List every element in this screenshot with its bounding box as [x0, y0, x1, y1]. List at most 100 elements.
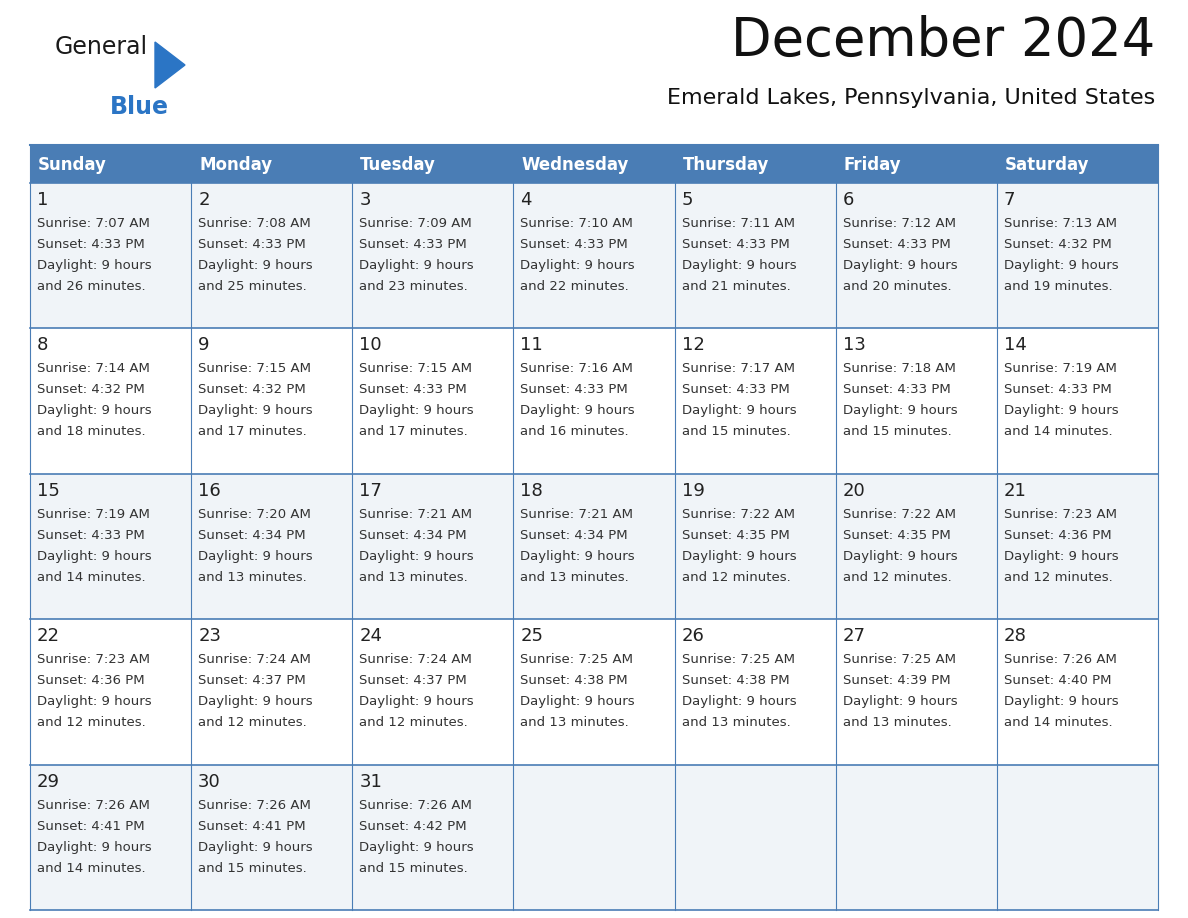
Text: and 16 minutes.: and 16 minutes. — [520, 425, 630, 439]
Text: 13: 13 — [842, 336, 866, 354]
Text: Sunset: 4:32 PM: Sunset: 4:32 PM — [37, 384, 145, 397]
Text: Sunset: 4:36 PM: Sunset: 4:36 PM — [1004, 529, 1112, 542]
Text: Daylight: 9 hours: Daylight: 9 hours — [198, 550, 312, 563]
Text: Sunday: Sunday — [38, 156, 107, 174]
Text: Daylight: 9 hours: Daylight: 9 hours — [842, 405, 958, 418]
Text: Sunrise: 7:10 AM: Sunrise: 7:10 AM — [520, 217, 633, 230]
Text: and 22 minutes.: and 22 minutes. — [520, 280, 630, 293]
Text: Daylight: 9 hours: Daylight: 9 hours — [37, 841, 152, 854]
Text: and 13 minutes.: and 13 minutes. — [520, 716, 630, 729]
Text: Sunrise: 7:25 AM: Sunrise: 7:25 AM — [682, 654, 795, 666]
Bar — [353, 329, 513, 474]
Text: Sunrise: 7:24 AM: Sunrise: 7:24 AM — [198, 654, 311, 666]
Text: 20: 20 — [842, 482, 866, 499]
Text: Daylight: 9 hours: Daylight: 9 hours — [842, 695, 958, 708]
Text: Sunrise: 7:07 AM: Sunrise: 7:07 AM — [37, 217, 150, 230]
Text: Sunset: 4:34 PM: Sunset: 4:34 PM — [520, 529, 628, 542]
Text: Monday: Monday — [200, 156, 272, 174]
Text: 15: 15 — [37, 482, 59, 499]
Text: Sunrise: 7:15 AM: Sunrise: 7:15 AM — [198, 363, 311, 375]
Text: Daylight: 9 hours: Daylight: 9 hours — [37, 259, 152, 272]
Text: Sunrise: 7:26 AM: Sunrise: 7:26 AM — [359, 799, 472, 812]
Text: 24: 24 — [359, 627, 383, 645]
Text: and 13 minutes.: and 13 minutes. — [520, 571, 630, 584]
Bar — [191, 474, 353, 620]
Bar — [191, 620, 353, 765]
Text: Sunrise: 7:18 AM: Sunrise: 7:18 AM — [842, 363, 955, 375]
Text: Sunrise: 7:13 AM: Sunrise: 7:13 AM — [1004, 217, 1117, 230]
Text: Sunrise: 7:20 AM: Sunrise: 7:20 AM — [198, 508, 311, 521]
Text: Daylight: 9 hours: Daylight: 9 hours — [359, 695, 474, 708]
Text: and 12 minutes.: and 12 minutes. — [37, 716, 146, 729]
Polygon shape — [154, 42, 185, 88]
Text: Daylight: 9 hours: Daylight: 9 hours — [682, 405, 796, 418]
Text: 11: 11 — [520, 336, 543, 354]
Text: and 18 minutes.: and 18 minutes. — [37, 425, 146, 439]
Text: December 2024: December 2024 — [731, 15, 1155, 67]
Text: and 12 minutes.: and 12 minutes. — [842, 571, 952, 584]
Text: 22: 22 — [37, 627, 61, 645]
Text: Sunrise: 7:23 AM: Sunrise: 7:23 AM — [37, 654, 150, 666]
Text: and 15 minutes.: and 15 minutes. — [842, 425, 952, 439]
Bar — [675, 620, 835, 765]
Bar — [353, 183, 513, 329]
Text: 23: 23 — [198, 627, 221, 645]
Text: Sunrise: 7:15 AM: Sunrise: 7:15 AM — [359, 363, 473, 375]
Bar — [675, 329, 835, 474]
Text: Daylight: 9 hours: Daylight: 9 hours — [198, 695, 312, 708]
Text: Daylight: 9 hours: Daylight: 9 hours — [37, 550, 152, 563]
Text: 17: 17 — [359, 482, 383, 499]
Text: Sunset: 4:41 PM: Sunset: 4:41 PM — [37, 820, 145, 833]
Text: Daylight: 9 hours: Daylight: 9 hours — [198, 405, 312, 418]
Bar — [353, 620, 513, 765]
Text: Daylight: 9 hours: Daylight: 9 hours — [842, 550, 958, 563]
Text: 29: 29 — [37, 773, 61, 790]
Bar — [30, 145, 191, 183]
Text: Sunset: 4:40 PM: Sunset: 4:40 PM — [1004, 674, 1111, 688]
Text: Sunset: 4:33 PM: Sunset: 4:33 PM — [682, 384, 789, 397]
Text: and 19 minutes.: and 19 minutes. — [1004, 280, 1112, 293]
Bar — [30, 474, 191, 620]
Text: and 12 minutes.: and 12 minutes. — [1004, 571, 1113, 584]
Text: 10: 10 — [359, 336, 381, 354]
Bar — [30, 329, 191, 474]
Bar — [675, 145, 835, 183]
Text: and 15 minutes.: and 15 minutes. — [198, 862, 307, 875]
Text: Daylight: 9 hours: Daylight: 9 hours — [37, 695, 152, 708]
Text: 25: 25 — [520, 627, 543, 645]
Text: Sunset: 4:38 PM: Sunset: 4:38 PM — [682, 674, 789, 688]
Text: Sunset: 4:33 PM: Sunset: 4:33 PM — [37, 238, 145, 251]
Text: and 13 minutes.: and 13 minutes. — [842, 716, 952, 729]
Text: and 17 minutes.: and 17 minutes. — [198, 425, 307, 439]
Bar — [675, 183, 835, 329]
Bar — [513, 329, 675, 474]
Text: Daylight: 9 hours: Daylight: 9 hours — [520, 550, 636, 563]
Text: and 12 minutes.: and 12 minutes. — [359, 716, 468, 729]
Bar — [997, 329, 1158, 474]
Text: 4: 4 — [520, 191, 532, 209]
Text: and 12 minutes.: and 12 minutes. — [682, 571, 790, 584]
Bar — [513, 145, 675, 183]
Text: Sunset: 4:33 PM: Sunset: 4:33 PM — [842, 238, 950, 251]
Text: Sunrise: 7:22 AM: Sunrise: 7:22 AM — [842, 508, 955, 521]
Text: Sunset: 4:35 PM: Sunset: 4:35 PM — [842, 529, 950, 542]
Text: Daylight: 9 hours: Daylight: 9 hours — [842, 259, 958, 272]
Text: Sunrise: 7:21 AM: Sunrise: 7:21 AM — [520, 508, 633, 521]
Text: Sunrise: 7:26 AM: Sunrise: 7:26 AM — [1004, 654, 1117, 666]
Text: 27: 27 — [842, 627, 866, 645]
Text: Daylight: 9 hours: Daylight: 9 hours — [1004, 550, 1118, 563]
Text: 14: 14 — [1004, 336, 1026, 354]
Text: Sunset: 4:39 PM: Sunset: 4:39 PM — [842, 674, 950, 688]
Text: and 13 minutes.: and 13 minutes. — [359, 571, 468, 584]
Text: Sunset: 4:33 PM: Sunset: 4:33 PM — [842, 384, 950, 397]
Text: and 14 minutes.: and 14 minutes. — [37, 862, 146, 875]
Text: Sunset: 4:41 PM: Sunset: 4:41 PM — [198, 820, 305, 833]
Text: Sunset: 4:37 PM: Sunset: 4:37 PM — [198, 674, 305, 688]
Text: 2: 2 — [198, 191, 209, 209]
Text: and 17 minutes.: and 17 minutes. — [359, 425, 468, 439]
Text: Daylight: 9 hours: Daylight: 9 hours — [359, 405, 474, 418]
Bar — [835, 183, 997, 329]
Text: and 26 minutes.: and 26 minutes. — [37, 280, 146, 293]
Text: Sunset: 4:38 PM: Sunset: 4:38 PM — [520, 674, 628, 688]
Text: Sunset: 4:33 PM: Sunset: 4:33 PM — [359, 238, 467, 251]
